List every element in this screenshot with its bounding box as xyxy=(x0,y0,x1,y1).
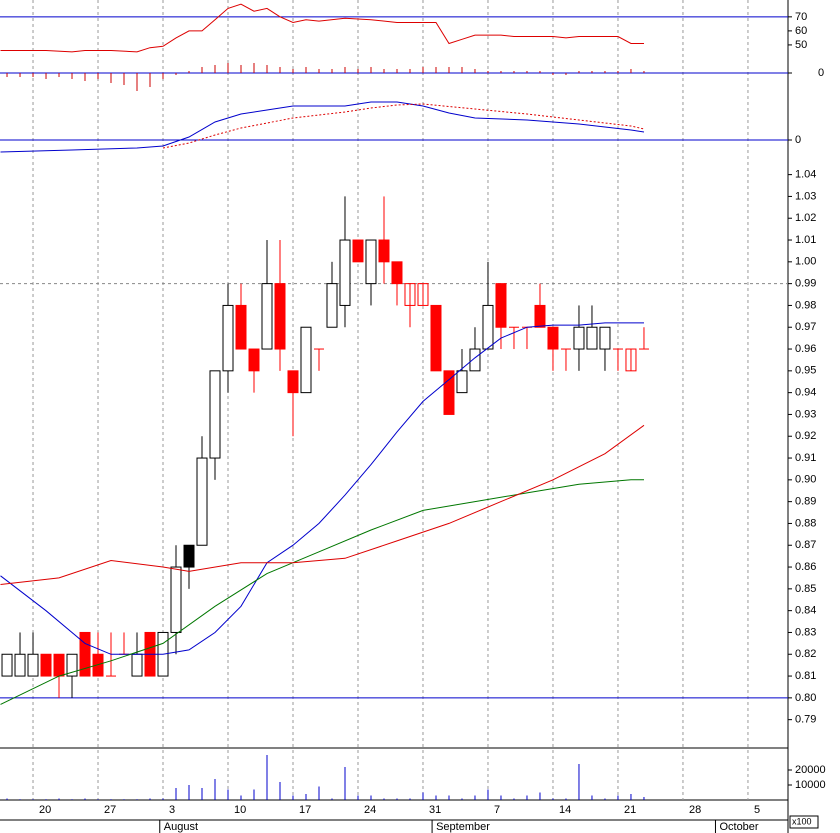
x-tick-label: 27 xyxy=(104,804,116,816)
candle-body xyxy=(534,304,546,328)
month-label: September xyxy=(436,821,490,833)
y-tick-label: 0.81 xyxy=(795,670,816,682)
candle-body xyxy=(443,370,455,415)
month-label: August xyxy=(164,821,198,833)
candle-body xyxy=(417,283,429,306)
candle-body xyxy=(625,348,637,372)
x-tick-label: 21 xyxy=(624,804,636,816)
candle-body xyxy=(235,304,247,350)
candle-body xyxy=(326,283,338,328)
candle-body xyxy=(183,544,195,568)
candle-body xyxy=(196,457,208,546)
candle-body xyxy=(482,304,494,350)
candle-body xyxy=(79,631,91,677)
y-tick-label: 0.93 xyxy=(795,408,816,420)
candle-body xyxy=(222,304,234,372)
candle-body xyxy=(27,653,39,677)
candle-body xyxy=(287,370,299,394)
candle-body xyxy=(248,348,260,372)
candle-body xyxy=(430,304,442,372)
candle-body xyxy=(261,283,273,350)
candle-body xyxy=(573,326,585,350)
y-tick-label: 0.97 xyxy=(795,321,816,333)
y-tick-label: 70 xyxy=(795,11,807,23)
indicator-line xyxy=(0,3,644,53)
indicator-line xyxy=(0,479,644,705)
y-tick-label: 0.85 xyxy=(795,583,816,595)
candle-body xyxy=(599,326,611,350)
y-tick-label: 1.02 xyxy=(795,212,816,224)
y-tick-label: 0.86 xyxy=(795,561,816,573)
candle-body xyxy=(131,653,143,677)
x-tick-label: 7 xyxy=(494,804,500,816)
x-tick-label: 10 xyxy=(234,804,246,816)
candle-body xyxy=(209,370,221,459)
candle-body xyxy=(1,653,13,677)
indicator-line xyxy=(0,101,645,153)
candle-body xyxy=(495,283,507,328)
y-tick-label: 0.89 xyxy=(795,496,816,508)
candle-body xyxy=(66,653,78,677)
candle-body xyxy=(365,239,377,285)
candle-body xyxy=(391,261,403,285)
y-tick-label: 0 xyxy=(795,134,801,146)
y-tick-label: 10000 xyxy=(795,779,826,791)
y-tick-label: 0.82 xyxy=(795,648,816,660)
candle-body xyxy=(586,326,598,350)
x-tick-label: 17 xyxy=(299,804,311,816)
candle-body xyxy=(53,653,65,677)
candle-body xyxy=(339,239,351,306)
candle-body xyxy=(40,653,52,677)
y-tick-label: 1.03 xyxy=(795,190,816,202)
y-tick-label: 0.87 xyxy=(795,539,816,551)
y-tick-label: 0.90 xyxy=(795,474,816,486)
y2-tick-label: 0 xyxy=(818,67,824,79)
indicator-line xyxy=(0,424,645,585)
indicator-line xyxy=(0,322,644,655)
candle-body xyxy=(469,348,481,372)
y-tick-label: 50 xyxy=(795,39,807,51)
y-tick-label: 0.91 xyxy=(795,452,816,464)
y-tick-label: 0.79 xyxy=(795,714,816,726)
candle-body xyxy=(300,326,312,394)
y-tick-label: 20000 xyxy=(795,764,826,776)
y-tick-label: 0.88 xyxy=(795,517,816,529)
y-tick-label: 60 xyxy=(795,25,807,37)
y-tick-label: 0.80 xyxy=(795,692,816,704)
candle-body xyxy=(547,326,559,350)
y-tick-label: 1.04 xyxy=(795,169,816,181)
y-tick-label: 0.98 xyxy=(795,299,816,311)
x-tick-label: 31 xyxy=(429,804,441,816)
candle-body xyxy=(274,283,286,350)
y-tick-label: 1.01 xyxy=(795,234,816,246)
x-tick-label: 28 xyxy=(689,804,701,816)
month-label: October xyxy=(719,821,758,833)
y-tick-label: 0.95 xyxy=(795,365,816,377)
y-tick-label: 0.84 xyxy=(795,605,816,617)
y-tick-label: 0.96 xyxy=(795,343,816,355)
unit-label: x100 xyxy=(792,816,812,826)
x-tick-label: 20 xyxy=(39,804,51,816)
x-tick-label: 5 xyxy=(754,804,760,816)
candle-body xyxy=(378,239,390,263)
x-tick-label: 14 xyxy=(559,804,571,816)
x-tick-label: 3 xyxy=(169,804,175,816)
x-tick-label: 24 xyxy=(364,804,376,816)
candle-body xyxy=(170,566,182,633)
y-tick-label: 0.94 xyxy=(795,387,816,399)
y-tick-label: 1.00 xyxy=(795,256,816,268)
candle-body xyxy=(92,653,104,677)
y-tick-label: 0.83 xyxy=(795,626,816,638)
candle-body xyxy=(404,283,416,306)
unit-box xyxy=(789,815,819,829)
candle-body xyxy=(456,370,468,394)
y-tick-label: 0.92 xyxy=(795,430,816,442)
candle-body xyxy=(352,239,364,263)
indicator-line xyxy=(162,103,645,149)
y-tick-label: 0.99 xyxy=(795,278,816,290)
candle-body xyxy=(14,653,26,677)
